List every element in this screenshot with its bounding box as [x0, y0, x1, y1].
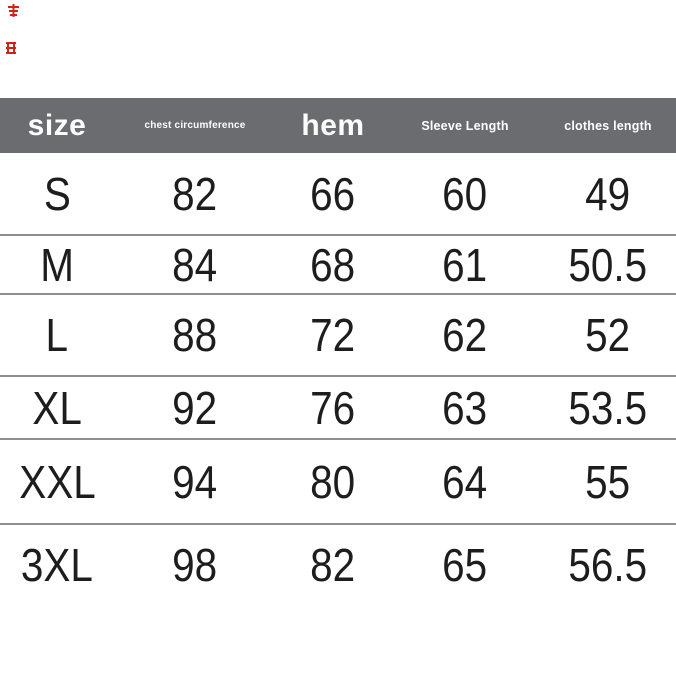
cell-sleeve: 60 — [442, 167, 488, 220]
row-label: S — [43, 167, 71, 220]
cell-chest: 88 — [172, 309, 218, 361]
row-label: M — [40, 238, 74, 291]
column-header-label: hem — [301, 108, 365, 142]
cell-chest: 82 — [172, 167, 218, 220]
column-header-hem: hem — [276, 109, 390, 143]
cell-chest: 92 — [172, 381, 218, 434]
cell-hem: 68 — [310, 238, 356, 291]
column-header-size: size — [0, 109, 114, 143]
cell-hem: 66 — [310, 167, 356, 220]
table-row-xl: XL 92 76 63 53.5 — [0, 377, 676, 440]
cell-hem: 80 — [310, 455, 356, 508]
row-label: XXL — [18, 455, 96, 508]
table-header-row: size chest circumference hem Sleeve Leng… — [0, 98, 676, 153]
cell-sleeve: 63 — [442, 381, 488, 434]
cell-chest: 94 — [172, 455, 218, 508]
cell-hem: 76 — [310, 381, 356, 434]
cell-clothes: 50.5 — [568, 238, 648, 291]
row-label: L — [45, 309, 69, 361]
table-row-3xl: 3XL 98 82 65 56.5 — [0, 525, 676, 605]
cell-sleeve: 65 — [442, 539, 488, 591]
column-header-chest-circumference: chest circumference — [114, 120, 276, 131]
cell-clothes: 49 — [585, 167, 631, 220]
table-row-s: S 82 66 60 49 — [0, 153, 676, 236]
column-header-label: clothes length — [564, 118, 652, 133]
cell-clothes: 52 — [585, 309, 631, 361]
cell-chest: 84 — [172, 238, 218, 291]
cell-sleeve: 61 — [442, 238, 488, 291]
cell-hem: 82 — [310, 539, 356, 591]
cell-chest: 98 — [172, 539, 218, 591]
cell-sleeve: 62 — [442, 309, 488, 361]
cell-clothes: 56.5 — [568, 539, 648, 591]
cell-clothes: 55 — [585, 455, 631, 508]
table-row-xxl: XXL 94 80 64 55 — [0, 440, 676, 525]
column-header-label: Sleeve Length — [421, 118, 509, 133]
column-header-label: size — [27, 108, 87, 142]
red-watermark-icon — [6, 42, 16, 54]
column-header-sleeve-length: Sleeve Length — [390, 119, 540, 133]
column-header-label: chest circumference — [144, 120, 246, 131]
row-label: 3XL — [20, 539, 94, 591]
cell-hem: 72 — [310, 309, 356, 361]
cell-clothes: 53.5 — [568, 381, 648, 434]
cell-sleeve: 64 — [442, 455, 488, 508]
table-row-l: L 88 72 62 52 — [0, 295, 676, 377]
red-watermark-icon — [8, 4, 19, 17]
row-label: XL — [32, 381, 82, 434]
table-body: S 82 66 60 49 M 84 68 61 50.5 L 88 72 62… — [0, 153, 676, 605]
table-row-m: M 84 68 61 50.5 — [0, 236, 676, 295]
column-header-clothes-length: clothes length — [540, 119, 676, 133]
